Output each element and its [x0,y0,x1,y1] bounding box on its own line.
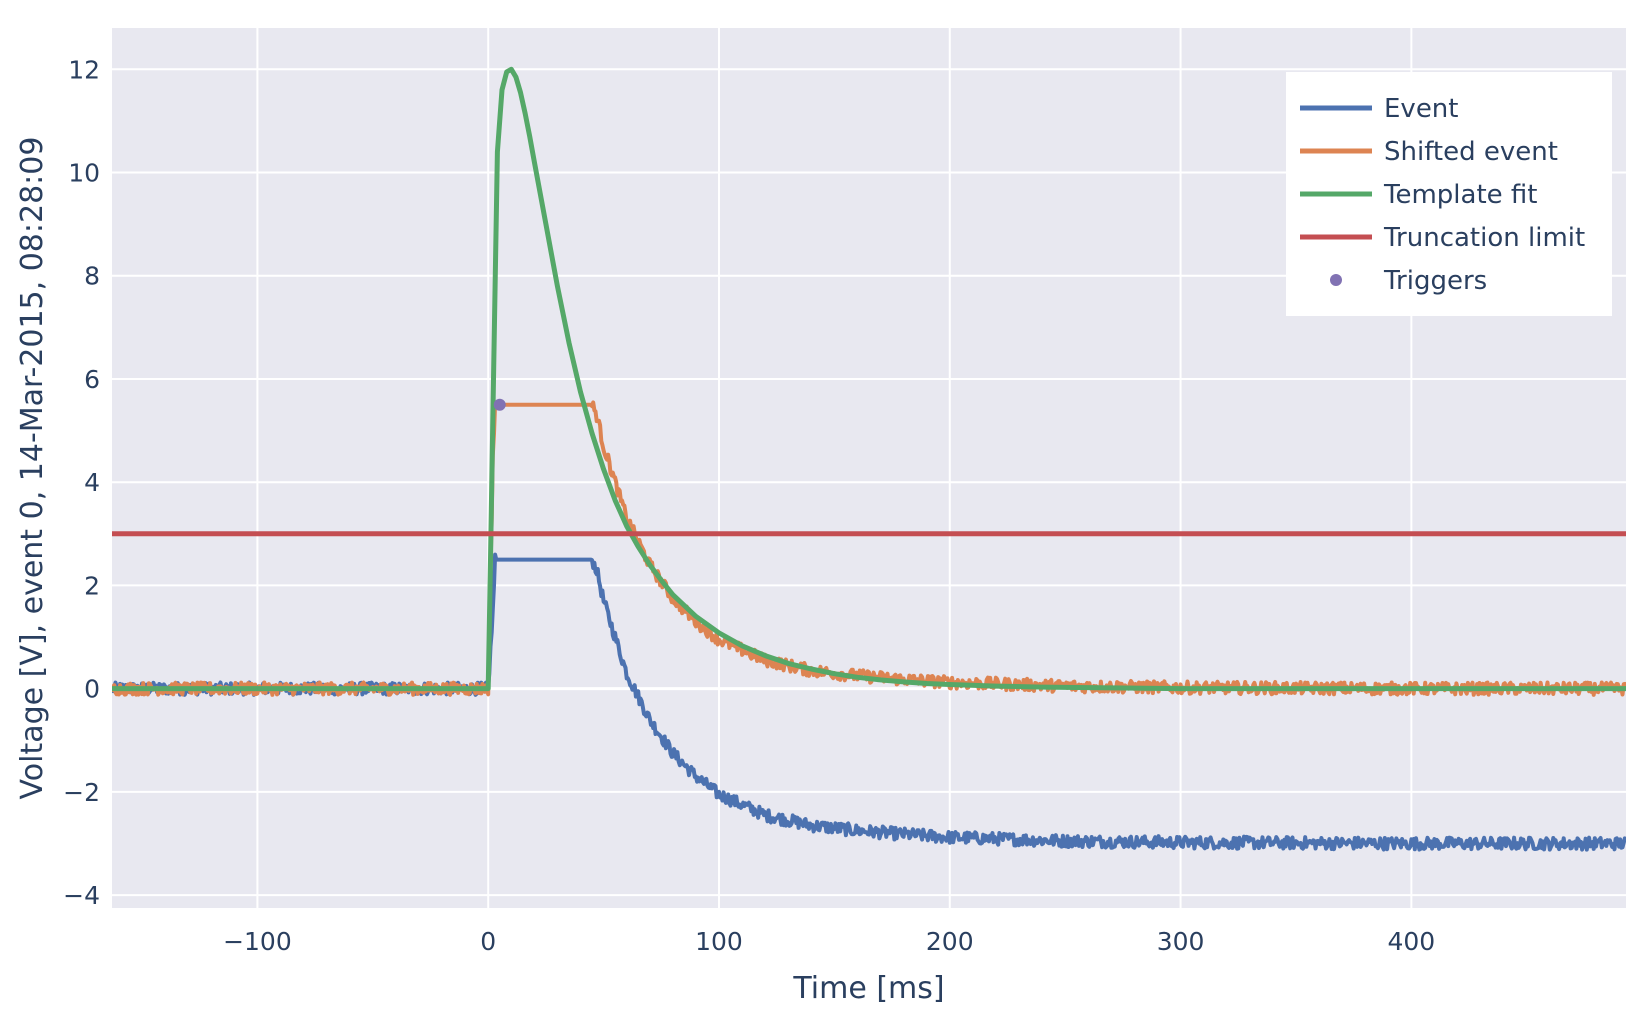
y-axis-title: Voltage [V], event 0, 14-Mar-2015, 08:28… [15,137,50,800]
y-tick-label: 4 [84,468,100,497]
series-layer [112,66,1626,852]
y-tick-label: 8 [84,262,100,291]
y-tick-label: 10 [68,159,100,188]
series-triggers-marker [493,398,506,411]
legend-item-shifted-event: Shifted event [1300,137,1558,167]
x-axis-title: Time [ms] [792,971,944,1006]
legend-item-template-fit-label: Template fit [1383,180,1537,210]
x-tick-label: 300 [1157,927,1205,956]
y-tick-label: 6 [84,365,100,394]
y-tick-label: 0 [84,675,100,704]
x-tick-label: 400 [1388,927,1436,956]
legend: Event Shifted event Template fit Truncation… [1286,72,1612,316]
series-template-fit-line [112,66,1626,692]
x-tick-label: 200 [926,927,974,956]
x-axis-ticks: −100 0 100 200 300 400 [223,927,1435,956]
x-tick-label: 0 [480,927,496,956]
legend-item-truncation-limit-label: Truncation limit [1383,223,1585,253]
legend-item-truncation-limit: Truncation limit [1300,223,1585,253]
legend-item-triggers-label: Triggers [1383,266,1487,296]
y-axis-ticks: −4 −2 0 2 4 6 8 10 12 [63,55,100,910]
legend-item-triggers-swatch [1330,274,1342,286]
y-tick-label: −4 [63,881,100,910]
legend-item-event: Event [1300,94,1458,124]
y-tick-label: −2 [63,778,100,807]
legend-item-template-fit: Template fit [1300,180,1537,210]
x-tick-label: 100 [695,927,743,956]
x-tick-label: −100 [223,927,292,956]
series-shifted-event-line [112,400,1626,697]
legend-item-triggers: Triggers [1330,266,1487,296]
legend-item-event-label: Event [1384,94,1458,124]
legend-item-shifted-event-label: Shifted event [1384,137,1558,167]
y-tick-label: 12 [68,55,100,84]
y-tick-label: 2 [84,571,100,600]
